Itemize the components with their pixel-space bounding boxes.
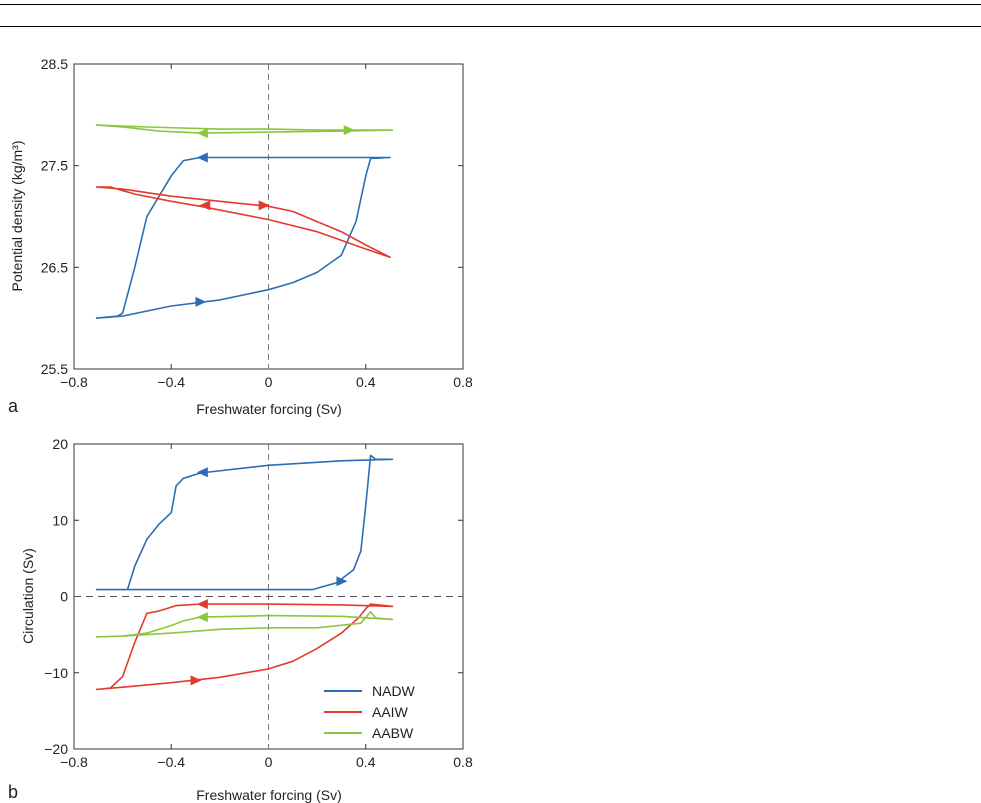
y-tick-label: 20	[52, 436, 68, 452]
panel-a-y-axis-label: Potential density (kg/m³)	[9, 141, 25, 292]
series-line-aaiw	[95, 186, 391, 258]
y-tick-label: 26.5	[41, 259, 68, 275]
panel-b-series	[95, 454, 394, 691]
direction-arrow-aabw	[343, 125, 355, 136]
x-tick-label: −0.8	[60, 374, 88, 390]
panel-a-letter: a	[8, 396, 19, 416]
direction-arrow-nadw	[195, 296, 207, 307]
direction-arrow-aaiw	[199, 200, 211, 211]
legend-label-aaiw: AAIW	[372, 704, 409, 720]
panel-b-x-axis-label: Freshwater forcing (Sv)	[196, 787, 341, 803]
y-tick-label: −20	[44, 741, 68, 757]
legend-label-nadw: NADW	[372, 683, 416, 699]
x-tick-label: 0	[265, 754, 273, 770]
panel-b-ticks: −0.8 −0.4 0 0.4 0.8 −20 −10 0 10 20	[44, 436, 473, 770]
x-tick-label: 0.4	[356, 374, 376, 390]
top-rule-upper	[0, 4, 981, 5]
y-tick-label: −10	[44, 665, 68, 681]
legend-label-aabw: AABW	[372, 725, 414, 741]
panel-b-chart: −0.8 −0.4 0 0.4 0.8 −20 −10 0 10 20 Freshwater fo…	[8, 436, 473, 803]
panel-b-letter: b	[8, 782, 18, 802]
series-line-nadw	[95, 454, 394, 591]
direction-arrow-aaiw	[258, 200, 270, 211]
panel-a-series	[95, 124, 394, 319]
x-tick-label: −0.4	[157, 754, 185, 770]
x-tick-label: 0	[265, 374, 273, 390]
series-line-aabw	[95, 611, 394, 638]
x-tick-label: −0.4	[157, 374, 185, 390]
direction-arrow-aaiw	[190, 675, 202, 686]
y-tick-label: 25.5	[41, 361, 68, 377]
x-tick-label: 0.4	[356, 754, 376, 770]
x-tick-label: −0.8	[60, 754, 88, 770]
direction-arrow-nadw	[336, 576, 348, 587]
panel-b-legend: NADW AAIW AABW	[324, 683, 416, 741]
top-rule-lower	[0, 26, 981, 27]
direction-arrow-aabw	[196, 612, 208, 623]
y-tick-label: 0	[60, 589, 68, 605]
series-line-aaiw	[95, 603, 394, 691]
y-tick-label: 28.5	[41, 56, 68, 72]
direction-arrow-nadw	[196, 467, 208, 478]
series-line-aabw	[95, 124, 394, 134]
series-line-nadw	[95, 156, 391, 319]
x-tick-label: 0.8	[453, 754, 473, 770]
y-tick-label: 10	[52, 512, 68, 528]
x-tick-label: 0.8	[453, 374, 473, 390]
y-tick-label: 27.5	[41, 158, 68, 174]
direction-arrow-nadw	[196, 152, 208, 163]
panel-b-y-axis-label: Circulation (Sv)	[20, 548, 36, 644]
direction-arrow-aaiw	[196, 599, 208, 610]
panel-a-ticks: −0.8 −0.4 0 0.4 0.8 25.5 26.5 27.5 28.5	[41, 56, 473, 390]
panel-a-x-axis-label: Freshwater forcing (Sv)	[196, 401, 341, 417]
direction-arrow-aabw	[196, 128, 208, 139]
panel-a-chart: −0.8 −0.4 0 0.4 0.8 25.5 26.5 27.5 28.5 Freshwat…	[8, 56, 473, 417]
